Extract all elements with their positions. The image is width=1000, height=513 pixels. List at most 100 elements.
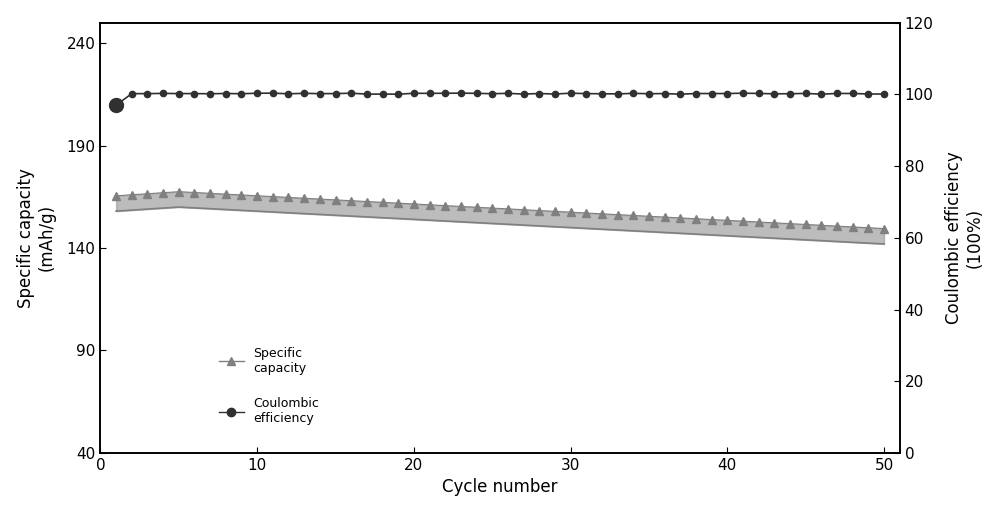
- Specific
capacity: [596, 211, 608, 217]
- Specific
capacity: [157, 190, 169, 196]
- Coulombic
efficiency: [518, 91, 530, 97]
- Specific
capacity: [643, 213, 655, 220]
- Specific
capacity: [471, 204, 483, 210]
- Coulombic
efficiency: [330, 90, 342, 96]
- Coulombic
efficiency: [784, 91, 796, 97]
- Specific
capacity: [455, 203, 467, 209]
- Specific
capacity: [690, 215, 702, 222]
- Legend: Specific
capacity, Coulombic
efficiency: Specific capacity, Coulombic efficiency: [219, 347, 319, 425]
- Coulombic
efficiency: [455, 90, 467, 96]
- Coulombic
efficiency: [643, 91, 655, 97]
- Coulombic
efficiency: [251, 90, 263, 96]
- Specific
capacity: [565, 209, 577, 215]
- Specific
capacity: [502, 206, 514, 212]
- Specific
capacity: [862, 225, 874, 231]
- Specific
capacity: [188, 189, 200, 195]
- Coulombic
efficiency: [126, 91, 138, 97]
- Coulombic
efficiency: [737, 90, 749, 96]
- Coulombic
efficiency: [674, 91, 686, 97]
- Specific
capacity: [110, 193, 122, 199]
- Specific
capacity: [753, 219, 765, 225]
- Coulombic
efficiency: [377, 91, 389, 97]
- Specific
capacity: [768, 220, 780, 226]
- Coulombic
efficiency: [690, 90, 702, 96]
- Line: Specific
capacity: Specific capacity: [112, 188, 888, 233]
- Coulombic
efficiency: [424, 90, 436, 96]
- Coulombic
efficiency: [110, 102, 122, 108]
- Coulombic
efficiency: [188, 90, 200, 96]
- Line: Coulombic
efficiency: Coulombic efficiency: [113, 90, 887, 108]
- Specific
capacity: [439, 203, 451, 209]
- Specific
capacity: [282, 194, 294, 201]
- Specific
capacity: [831, 223, 843, 229]
- Coulombic
efficiency: [408, 90, 420, 96]
- Coulombic
efficiency: [706, 90, 718, 96]
- Specific
capacity: [533, 207, 545, 213]
- Specific
capacity: [737, 218, 749, 224]
- Coulombic
efficiency: [721, 90, 733, 96]
- Specific
capacity: [424, 202, 436, 208]
- Y-axis label: Specific capacity
(mAh/g): Specific capacity (mAh/g): [17, 168, 55, 308]
- Coulombic
efficiency: [314, 91, 326, 97]
- Specific
capacity: [612, 211, 624, 218]
- Specific
capacity: [518, 207, 530, 213]
- Coulombic
efficiency: [471, 90, 483, 96]
- Specific
capacity: [251, 193, 263, 199]
- Specific
capacity: [627, 212, 639, 219]
- Coulombic
efficiency: [768, 91, 780, 97]
- Coulombic
efficiency: [659, 90, 671, 96]
- Specific
capacity: [800, 222, 812, 228]
- Coulombic
efficiency: [298, 90, 310, 96]
- Coulombic
efficiency: [596, 91, 608, 97]
- Coulombic
efficiency: [502, 90, 514, 96]
- Specific
capacity: [721, 218, 733, 224]
- Specific
capacity: [345, 198, 357, 204]
- Specific
capacity: [878, 226, 890, 232]
- Specific
capacity: [330, 197, 342, 203]
- Y-axis label: Coulombic efficiency
(100%): Coulombic efficiency (100%): [945, 151, 983, 324]
- Specific
capacity: [706, 216, 718, 223]
- Specific
capacity: [659, 214, 671, 220]
- Coulombic
efficiency: [549, 91, 561, 97]
- Coulombic
efficiency: [486, 91, 498, 97]
- Coulombic
efficiency: [627, 90, 639, 96]
- X-axis label: Cycle number: Cycle number: [442, 478, 558, 497]
- Coulombic
efficiency: [173, 90, 185, 96]
- Specific
capacity: [173, 189, 185, 195]
- Coulombic
efficiency: [392, 91, 404, 97]
- Specific
capacity: [408, 201, 420, 207]
- Coulombic
efficiency: [612, 91, 624, 97]
- Coulombic
efficiency: [800, 90, 812, 96]
- Coulombic
efficiency: [361, 91, 373, 97]
- Coulombic
efficiency: [831, 90, 843, 96]
- Coulombic
efficiency: [267, 90, 279, 96]
- Specific
capacity: [298, 195, 310, 201]
- Specific
capacity: [361, 199, 373, 205]
- Specific
capacity: [141, 191, 153, 197]
- Coulombic
efficiency: [439, 90, 451, 96]
- Coulombic
efficiency: [878, 91, 890, 97]
- Specific
capacity: [549, 208, 561, 214]
- Coulombic
efficiency: [204, 91, 216, 97]
- Specific
capacity: [235, 192, 247, 198]
- Specific
capacity: [580, 210, 592, 216]
- Specific
capacity: [674, 215, 686, 221]
- Specific
capacity: [377, 199, 389, 205]
- Coulombic
efficiency: [815, 91, 827, 97]
- Coulombic
efficiency: [533, 90, 545, 96]
- Coulombic
efficiency: [235, 91, 247, 97]
- Coulombic
efficiency: [847, 90, 859, 96]
- Specific
capacity: [220, 191, 232, 197]
- Coulombic
efficiency: [862, 91, 874, 97]
- Specific
capacity: [784, 221, 796, 227]
- Coulombic
efficiency: [565, 90, 577, 96]
- Specific
capacity: [314, 196, 326, 202]
- Coulombic
efficiency: [753, 90, 765, 96]
- Coulombic
efficiency: [157, 90, 169, 96]
- Specific
capacity: [815, 222, 827, 228]
- Coulombic
efficiency: [282, 91, 294, 97]
- Specific
capacity: [392, 200, 404, 206]
- Specific
capacity: [486, 205, 498, 211]
- Specific
capacity: [847, 224, 859, 230]
- Specific
capacity: [267, 193, 279, 200]
